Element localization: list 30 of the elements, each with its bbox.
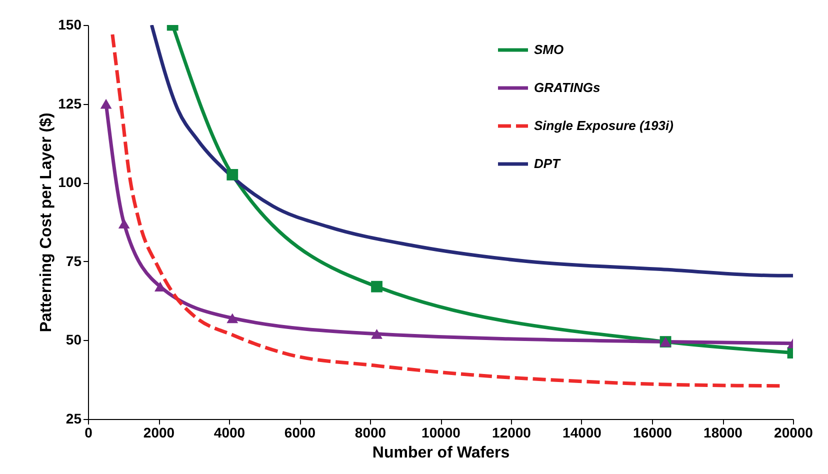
point <box>371 328 382 339</box>
x-tick-label: 20000 <box>774 424 814 440</box>
legend-label: GRATINGs <box>534 80 600 95</box>
x-axis-title: Number of Wafers <box>372 444 510 462</box>
y-tick-label: 150 <box>58 16 82 32</box>
x-tick-label: 10000 <box>422 424 461 440</box>
x-tick-label: 14000 <box>562 424 602 440</box>
x-tick-label: 4000 <box>214 424 246 440</box>
line-series <box>150 25 793 278</box>
point <box>371 280 382 292</box>
point <box>118 218 130 229</box>
legend-label: Single Exposure (193i) <box>534 118 674 133</box>
x-tick-label: 16000 <box>633 424 672 440</box>
y-tick-label: 100 <box>58 174 82 190</box>
x-tick-label: 2000 <box>143 424 175 440</box>
x-tick-label: 0 <box>84 424 93 440</box>
x-tick-label: 8000 <box>354 424 386 440</box>
x-tick-label: 12000 <box>492 424 532 440</box>
point <box>226 313 238 324</box>
point <box>226 169 238 180</box>
x-tick-label: 18000 <box>704 424 743 440</box>
y-axis-title: Patterning Cost per Layer ($) <box>38 112 56 332</box>
y-tick-label: 25 <box>66 410 82 426</box>
y-tick-label: 125 <box>58 95 82 112</box>
legend-label: SMO <box>534 42 564 57</box>
x-tick-label: 6000 <box>284 424 316 440</box>
y-tick-label: 50 <box>66 332 82 348</box>
point <box>100 98 112 109</box>
legend-label: DPT <box>534 156 562 171</box>
y-tick-label: 75 <box>66 252 82 269</box>
